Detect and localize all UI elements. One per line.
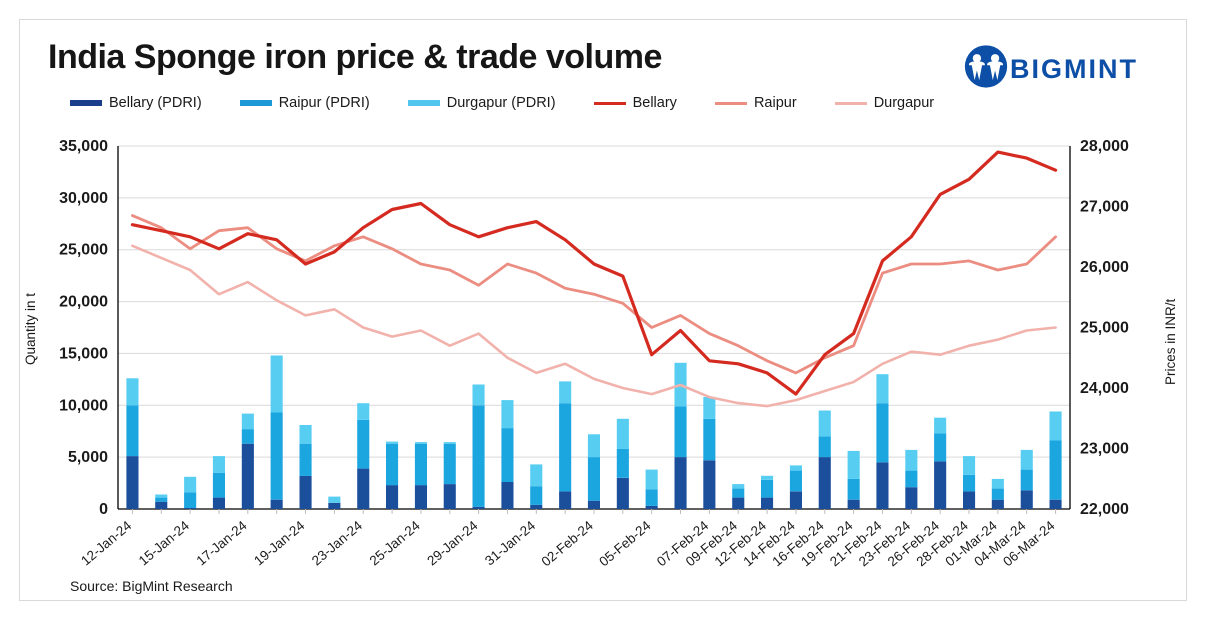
svg-text:15,000: 15,000	[59, 345, 108, 362]
svg-text:31-Jan-24: 31-Jan-24	[482, 517, 539, 568]
svg-text:23-Jan-24: 23-Jan-24	[309, 517, 366, 568]
svg-text:29-Jan-24: 29-Jan-24	[424, 517, 481, 568]
svg-text:10,000: 10,000	[59, 397, 108, 414]
svg-text:12-Jan-24: 12-Jan-24	[78, 517, 135, 568]
svg-text:25-Jan-24: 25-Jan-24	[367, 517, 424, 568]
svg-text:24,000: 24,000	[1080, 380, 1129, 397]
svg-text:25,000: 25,000	[59, 242, 108, 259]
svg-text:17-Jan-24: 17-Jan-24	[194, 517, 251, 568]
svg-text:28,000: 28,000	[1080, 138, 1129, 155]
svg-text:19-Jan-24: 19-Jan-24	[251, 517, 308, 568]
svg-text:20,000: 20,000	[59, 294, 108, 311]
svg-text:0: 0	[99, 501, 108, 518]
svg-text:15-Jan-24: 15-Jan-24	[136, 517, 193, 568]
svg-text:27,000: 27,000	[1080, 199, 1129, 216]
svg-text:23,000: 23,000	[1080, 441, 1129, 458]
svg-text:35,000: 35,000	[59, 138, 108, 155]
svg-text:22,000: 22,000	[1080, 501, 1129, 518]
svg-text:30,000: 30,000	[59, 190, 108, 207]
svg-text:5,000: 5,000	[68, 449, 108, 466]
svg-text:26,000: 26,000	[1080, 259, 1129, 276]
svg-text:02-Feb-24: 02-Feb-24	[539, 517, 597, 569]
svg-text:05-Feb-24: 05-Feb-24	[596, 517, 654, 569]
svg-text:25,000: 25,000	[1080, 320, 1129, 337]
